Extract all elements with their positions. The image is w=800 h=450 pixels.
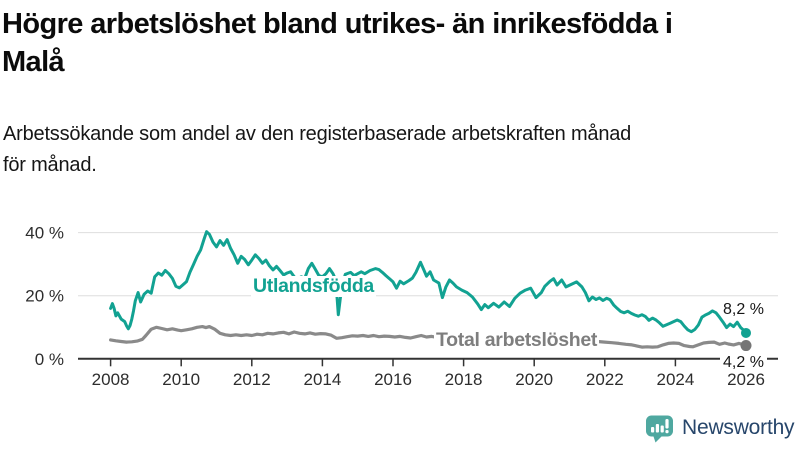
x-axis-label-2008: 2008 <box>92 370 130 389</box>
y-axis-label-40: 40 % <box>25 224 64 243</box>
brand-name: Newsworthy <box>682 415 795 439</box>
series-label-utlandsfodda: Utlandsfödda <box>251 275 376 297</box>
x-axis-label-2018: 2018 <box>445 370 483 389</box>
y-axis-label-0: 0 % <box>35 350 64 369</box>
x-axis-label-2020: 2020 <box>515 370 553 389</box>
end-value-label-utlandsfodda: 8,2 % <box>723 301 764 318</box>
chart-title-line2: Malå <box>2 46 65 78</box>
x-axis-label-2014: 2014 <box>303 370 341 389</box>
logo-exclamation-bar <box>665 419 669 429</box>
logo-bar-small <box>651 427 655 433</box>
series-end-dot-total <box>740 340 752 352</box>
series-line-total <box>108 325 748 349</box>
series-end-dot-utlandsfodda <box>741 327 751 338</box>
x-axis-label-2024: 2024 <box>656 370 694 389</box>
chart-subtitle-line2: för månad. <box>3 154 97 176</box>
x-axis-label-2012: 2012 <box>233 370 271 389</box>
chart-subtitle-line1: Arbetssökande som andel av den registerb… <box>3 123 632 145</box>
logo-bar-tall <box>660 425 664 433</box>
logo-bar-medium <box>655 424 659 433</box>
x-axis-label-2022: 2022 <box>586 370 624 389</box>
chart-subtitle: Arbetssökande som andel av den registerb… <box>3 119 793 181</box>
x-axis-label-2010: 2010 <box>162 370 200 389</box>
end-value-label-total: 4,2 % <box>720 354 767 371</box>
logo-exclamation-dot <box>665 430 669 434</box>
newsworthy-logo-icon <box>646 415 673 443</box>
chart-title: Högre arbetslöshet bland utrikes- än inr… <box>2 5 798 81</box>
x-axis-label-2016: 2016 <box>374 370 412 389</box>
x-axis-label-2026: 2026 <box>727 370 765 389</box>
y-axis-label-20: 20 % <box>25 287 64 306</box>
series-line-utlandsfodda <box>109 230 748 335</box>
chart-title-line1: Högre arbetslöshet bland utrikes- än inr… <box>2 8 673 40</box>
newsworthy-brand-link[interactable]: Newsworthy <box>644 411 795 444</box>
series-label-total-arbetsloshet: Total arbetslöshet <box>434 329 600 351</box>
